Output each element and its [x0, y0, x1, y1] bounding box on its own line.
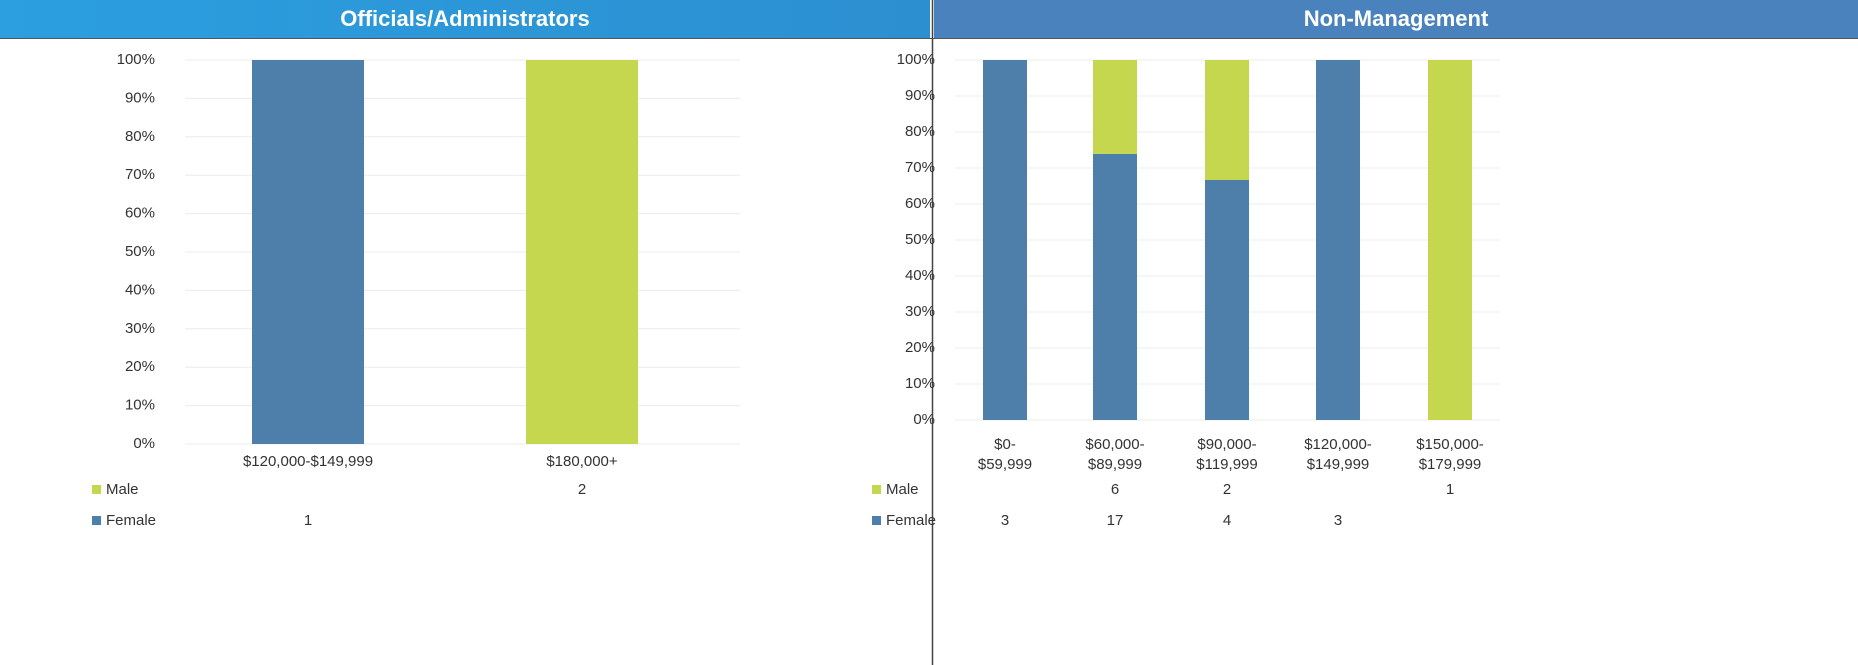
table-value: 3 [1334, 512, 1342, 529]
table-value: 4 [1223, 512, 1231, 529]
legend-key [872, 485, 881, 494]
x-tick-label: $120,000-$149,999 [243, 453, 373, 470]
table-value: 3 [1001, 512, 1009, 529]
chart-title: Officials/Administrators [340, 6, 589, 31]
label-line: $60,000- [1085, 436, 1144, 453]
table-value: 1 [1446, 481, 1454, 498]
table-value: 6 [1111, 481, 1119, 498]
label-line: $119,999 [1196, 456, 1257, 473]
bar-segment [1093, 153, 1137, 421]
table-value: 17 [1107, 512, 1124, 529]
table-value: 2 [578, 481, 586, 498]
y-tick-label: 60% [905, 195, 935, 212]
y-tick-label: 70% [905, 159, 935, 176]
y-tick-label: 40% [125, 281, 155, 298]
y-tick-label: 10% [905, 375, 935, 392]
label-line: $149,999 [1307, 456, 1370, 473]
legend-key [872, 516, 881, 525]
y-tick-label: 50% [905, 231, 935, 248]
header-right [934, 0, 1858, 38]
y-tick-label: 10% [125, 397, 155, 414]
bar-segment [1428, 60, 1472, 420]
label-line: $150,000- [1416, 436, 1484, 453]
y-tick-label: 80% [905, 123, 935, 140]
y-tick-label: 0% [133, 435, 155, 452]
y-tick-label: 100% [117, 51, 155, 68]
bar-segment [252, 60, 364, 444]
table-value: 1 [304, 512, 312, 529]
legend-label: Female [106, 512, 156, 529]
header-left [0, 0, 930, 38]
label-line: $120,000- [1304, 436, 1372, 453]
bar-segment [1205, 60, 1249, 180]
x-tick-label: $150,000- $179,999 [1416, 436, 1484, 473]
y-tick-label: 100% [897, 51, 935, 68]
table-value: 2 [1223, 481, 1231, 498]
bar-segment [1316, 60, 1360, 420]
legend-key [92, 485, 101, 494]
y-tick-label: 0% [913, 411, 935, 428]
y-tick-label: 70% [125, 166, 155, 183]
y-tick-label: 30% [905, 303, 935, 320]
legend-label: Male [106, 481, 139, 498]
bar-segment [1205, 180, 1249, 420]
x-tick-label: $180,000+ [546, 453, 618, 470]
bar-segment [1093, 60, 1137, 154]
legend-label: Female [886, 512, 936, 529]
label-line: $179,999 [1419, 456, 1482, 473]
bar-segment [526, 60, 638, 444]
label-line: $59,999 [978, 456, 1032, 473]
label-line: $0- [994, 436, 1016, 453]
y-tick-label: 80% [125, 128, 155, 145]
bar-segment [983, 60, 1027, 420]
y-tick-label: 20% [905, 339, 935, 356]
label-line: $90,000- [1197, 436, 1256, 453]
label-line: $89,999 [1088, 456, 1142, 473]
y-tick-label: 90% [905, 87, 935, 104]
legend-label: Male [886, 481, 919, 498]
chart-title: Non-Management [1304, 6, 1489, 31]
x-tick-label: $0- $59,999 [978, 436, 1032, 473]
y-tick-label: 20% [125, 358, 155, 375]
y-tick-label: 30% [125, 320, 155, 337]
x-tick-label: $60,000- $89,999 [1085, 436, 1144, 473]
y-tick-label: 90% [125, 89, 155, 106]
x-tick-label: $90,000- $119,999 [1196, 436, 1257, 473]
y-tick-label: 40% [905, 267, 935, 284]
y-tick-label: 60% [125, 205, 155, 222]
legend-key [92, 516, 101, 525]
x-tick-label: $120,000- $149,999 [1304, 436, 1372, 473]
y-tick-label: 50% [125, 243, 155, 260]
